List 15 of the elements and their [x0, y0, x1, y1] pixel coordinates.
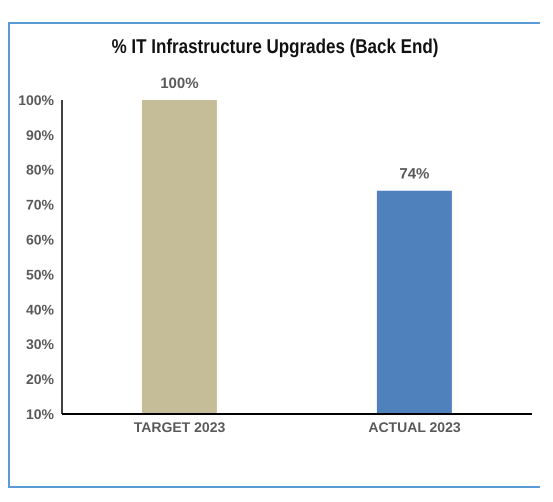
y-tick-label: 20% — [26, 371, 55, 388]
y-tick-label: 100% — [18, 92, 55, 108]
y-tick-label: 60% — [26, 232, 55, 248]
x-tick-label: ACTUAL 2023 — [368, 418, 461, 435]
y-tick-label: 10% — [26, 406, 55, 422]
y-tick-label: 40% — [26, 301, 55, 318]
y-tick-label: 50% — [26, 266, 55, 282]
chart-title: % IT Infrastructure Upgrades (Back End) — [110, 36, 440, 59]
y-tick-label: 80% — [26, 162, 55, 178]
y-tick-label: 90% — [26, 126, 55, 143]
y-tick-label: 70% — [26, 196, 55, 213]
data-label: 74% — [399, 166, 430, 183]
y-tick-label: 30% — [26, 336, 55, 352]
x-tick-label: TARGET 2023 — [134, 418, 226, 435]
data-label: 100% — [160, 75, 199, 92]
